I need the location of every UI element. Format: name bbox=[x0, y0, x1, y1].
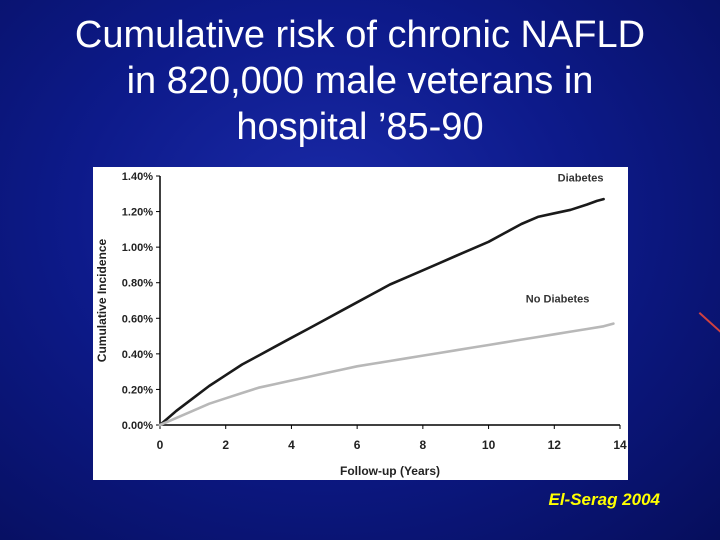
cumulative-incidence-chart: 0.00% 0.20% 0.40% 0.60% 0.80% 1.00% 1.20% 1.40%… bbox=[95, 171, 627, 478]
x-tick-label: 10 bbox=[482, 438, 496, 452]
series-label-no-diabetes: No Diabetes bbox=[526, 293, 590, 305]
y-axis-label: Cumulative Incidence bbox=[95, 238, 109, 362]
x-tick-label: 4 bbox=[288, 438, 295, 452]
title-line-3: hospital ’85-90 bbox=[236, 106, 484, 148]
y-tick-label: 0.00% bbox=[122, 420, 153, 432]
y-tick-label: 0.60% bbox=[122, 313, 153, 325]
x-axis-label: Follow-up (Years) bbox=[340, 464, 440, 478]
title-line-1: Cumulative risk of chronic NAFLD bbox=[74, 14, 646, 56]
x-tick-label: 14 bbox=[613, 438, 627, 452]
x-tick-label: 8 bbox=[420, 438, 427, 452]
y-tick-label: 0.20% bbox=[122, 384, 153, 396]
decorative-red-line bbox=[698, 312, 720, 334]
series-line-no-diabetes bbox=[158, 322, 615, 427]
x-tick-label: 2 bbox=[222, 438, 229, 452]
series-label-diabetes: Diabetes bbox=[558, 172, 604, 184]
x-tick-label: 12 bbox=[548, 438, 562, 452]
series-line-diabetes bbox=[158, 197, 605, 427]
y-tick-label: 1.20% bbox=[122, 207, 153, 219]
citation: El-Serag 2004 bbox=[548, 490, 660, 509]
y-tick-label: 0.40% bbox=[122, 349, 153, 361]
y-tick-label: 0.80% bbox=[122, 278, 153, 290]
slide-title: Cumulative risk of chronic NAFLD in 820,… bbox=[0, 12, 720, 150]
title-line-2: in 820,000 male veterans in bbox=[126, 60, 594, 102]
y-tick-label: 1.00% bbox=[122, 242, 153, 254]
x-tick-label: 0 bbox=[157, 438, 164, 452]
chart-panel: 0.00% 0.20% 0.40% 0.60% 0.80% 1.00% 1.20% 1.40%… bbox=[93, 167, 628, 480]
x-tick-label: 6 bbox=[354, 438, 361, 452]
y-tick-label: 1.40% bbox=[122, 171, 153, 183]
